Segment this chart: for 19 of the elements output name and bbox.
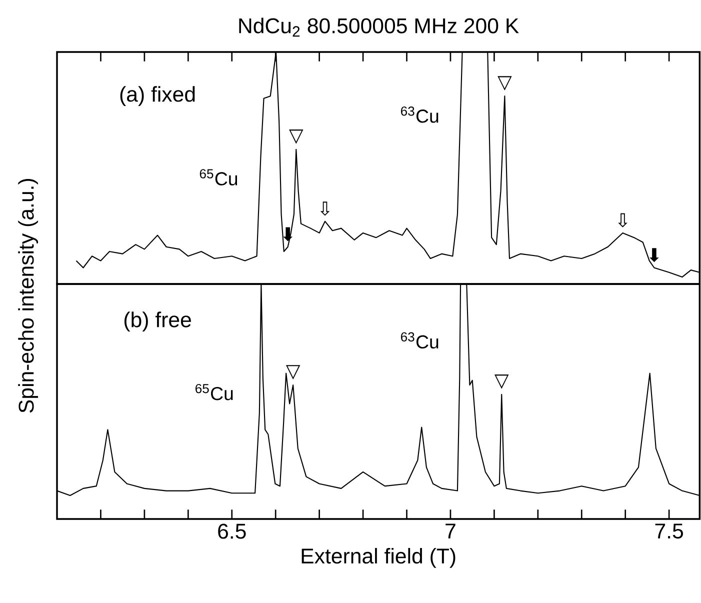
annotation: $^{63}$Cu xyxy=(401,332,438,349)
annotation: $^{65}$Cu xyxy=(200,169,238,186)
annotation: ▽ xyxy=(289,130,304,144)
annotation: (b) free xyxy=(124,312,191,332)
annotation: ▽ xyxy=(286,365,300,380)
annotation: ⇩ xyxy=(618,213,628,228)
annotation: (a) fixed xyxy=(120,86,195,106)
chart-title: NdCu$_{2}$ 80.500005 MHz 200 K xyxy=(239,18,519,37)
annotation: ▽ xyxy=(498,76,512,90)
annotation: ▽ xyxy=(494,374,509,389)
annotation: ⇩ xyxy=(320,202,330,216)
y-axis-title: Spin-echo intensity (a.u.) xyxy=(18,178,38,413)
annotation: $^{63}$Cu xyxy=(401,106,438,123)
x-tick-label: 7.5 xyxy=(655,524,683,539)
x-axis-title: External field (T) xyxy=(302,548,456,568)
x-tick-label: 6.5 xyxy=(218,524,246,539)
annotation: ⬇ xyxy=(650,248,659,262)
annotation: $^{65}$Cu xyxy=(196,384,233,400)
x-tick-label: 7 xyxy=(446,524,456,538)
